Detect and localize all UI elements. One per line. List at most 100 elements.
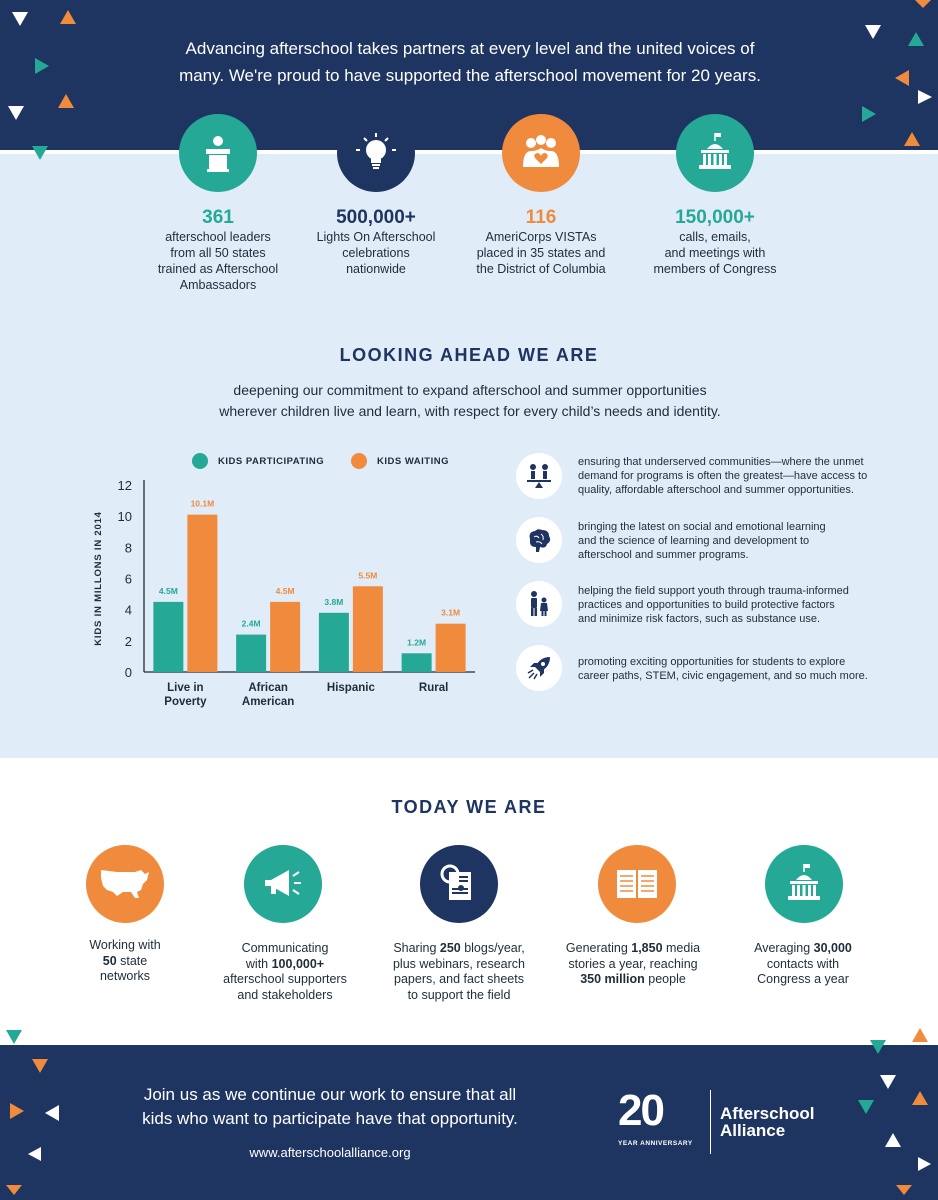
stat-number: 500,000+ (336, 207, 416, 228)
decor-triangle (896, 1185, 912, 1195)
y-tick-label: 10 (118, 509, 132, 524)
today-line: networks (99, 969, 151, 983)
today-line: Sharing 250 blogs/year, (384, 941, 534, 957)
bar-participating (318, 612, 349, 672)
today-line: contacts with (766, 956, 840, 971)
y-tick-label: 0 (125, 665, 132, 680)
header-band: Advancing afterschool takes partners at … (0, 0, 938, 150)
decor-triangle (895, 70, 909, 86)
x-category-label: African (248, 682, 288, 694)
y-tick-label: 12 (118, 478, 132, 493)
stat-ambassadors: 361 afterschool leaders from all 50 stat… (133, 207, 303, 293)
description-line: wherever children live and learn, with r… (219, 403, 721, 419)
bullet-line: bringing the latest on social and emotio… (578, 521, 826, 533)
decor-triangle (28, 1147, 41, 1161)
description-line: deepening our commitment to expand after… (233, 382, 707, 398)
research-icon (420, 845, 498, 923)
decor-triangle (6, 1185, 22, 1195)
stat-line: trained as Afterschool (157, 262, 279, 276)
y-axis-label: KIDS IN MILLONS IN 2014 (93, 511, 104, 646)
today-text-span: media (662, 941, 701, 955)
usa-map-icon (86, 845, 164, 923)
capitol-icon (765, 845, 843, 923)
today-text-span: Generating (565, 941, 632, 955)
decor-triangle (58, 94, 74, 108)
decor-triangle (880, 1075, 896, 1089)
x-category-label: Hispanic (327, 682, 376, 694)
decor-triangle (870, 1040, 886, 1054)
footer-band: Join us as we continue our work to ensur… (0, 1045, 938, 1200)
today-highlight: 1,850 (631, 941, 663, 955)
today-title: TODAY WE ARE (391, 797, 547, 817)
bar-value-label: 3.8M (324, 597, 343, 607)
stat-line: AmeriCorps VISTAs (485, 230, 597, 244)
intro-line-1: Advancing afterschool takes partners at … (185, 39, 755, 58)
bar-value-label: 1.2M (407, 637, 426, 647)
looking-ahead-description: deepening our commitment to expand after… (170, 380, 770, 422)
today-line: Averaging 30,000 (728, 941, 878, 957)
today-highlight: 100,000+ (271, 956, 325, 971)
legend-swatch (351, 453, 367, 469)
logo-name-line: Alliance (720, 1121, 786, 1140)
stat-line: nationwide (346, 262, 406, 276)
bar-value-label: 10.1M (191, 499, 215, 509)
legend-participating: KIDS PARTICIPATING (192, 453, 324, 469)
family-icon (516, 581, 562, 627)
stat-vistas: 116 AmeriCorps VISTAs placed in 35 state… (456, 207, 626, 277)
today-communicating: Communicating with 100,000+ afterschool … (210, 941, 360, 1003)
today-line: papers, and fact sheets (394, 972, 524, 986)
stat-line: the District of Columbia (476, 262, 606, 276)
bullet-career-paths: promoting exciting opportunities for stu… (578, 655, 898, 683)
stat-line: and meetings with (664, 246, 766, 260)
balance-people-icon (516, 453, 562, 499)
bar-value-label: 4.5M (159, 586, 178, 596)
rocket-icon (516, 645, 562, 691)
stat-line: placed in 35 states and (476, 246, 606, 260)
legend-swatch (192, 453, 208, 469)
legend-label: KIDS WAITING (377, 455, 449, 467)
today-sharing: Sharing 250 blogs/year, plus webinars, r… (384, 941, 534, 1003)
legend-waiting: KIDS WAITING (351, 453, 449, 469)
today-line: Working with (89, 938, 161, 952)
y-tick-label: 8 (125, 540, 132, 555)
today-line: with 100,000+ (210, 957, 360, 973)
today-text-span: people (644, 972, 686, 986)
stat-line: Ambassadors (179, 278, 257, 292)
bullet-line: and the science of learning and developm… (578, 535, 810, 547)
today-generating: Generating 1,850 media stories a year, r… (558, 941, 708, 988)
bullet-line: quality, affordable afterschool and summ… (578, 484, 854, 496)
today-text-span: Averaging (754, 941, 814, 955)
lightbulb-icon (337, 114, 415, 192)
bullet-line: demand for programs is often the greates… (578, 470, 868, 482)
footer-join-text: Join us as we continue our work to ensur… (110, 1083, 550, 1131)
podium-icon (179, 114, 257, 192)
footer-url-link[interactable]: www.afterschoolalliance.org (249, 1145, 411, 1160)
decor-triangle (885, 1133, 901, 1147)
stat-line: afterschool leaders (165, 230, 271, 244)
bullet-social-emotional: bringing the latest on social and emotio… (578, 520, 898, 562)
today-highlight: 30,000 (813, 941, 852, 955)
today-highlight: 250 (439, 941, 461, 955)
bar-waiting (352, 586, 383, 672)
bullet-trauma-informed: helping the field support youth through … (578, 584, 898, 626)
today-line: 50 state (50, 954, 200, 970)
today-highlight: 350 million (580, 972, 645, 986)
join-line: kids who want to participate have that o… (142, 1109, 518, 1128)
decor-triangle (904, 132, 920, 146)
decor-triangle (32, 1059, 48, 1073)
alliance-logo-text: Afterschool Alliance (720, 1105, 814, 1139)
bullet-line: and minimize risk factors, such as subst… (578, 613, 821, 625)
bar-participating (153, 601, 184, 672)
today-text-span: state (116, 953, 148, 968)
stat-line: Lights On Afterschool (316, 230, 436, 244)
today-line: Generating 1,850 media (558, 941, 708, 957)
x-category-label: American (242, 696, 294, 708)
today-text-span: blogs/year, (460, 941, 525, 955)
bar-participating (401, 653, 432, 672)
brain-icon (516, 517, 562, 563)
today-line: afterschool supporters (223, 972, 347, 986)
y-tick-label: 6 (125, 572, 132, 587)
bar-waiting (187, 514, 218, 672)
people-heart-icon (502, 114, 580, 192)
x-category-label: Poverty (164, 696, 207, 708)
